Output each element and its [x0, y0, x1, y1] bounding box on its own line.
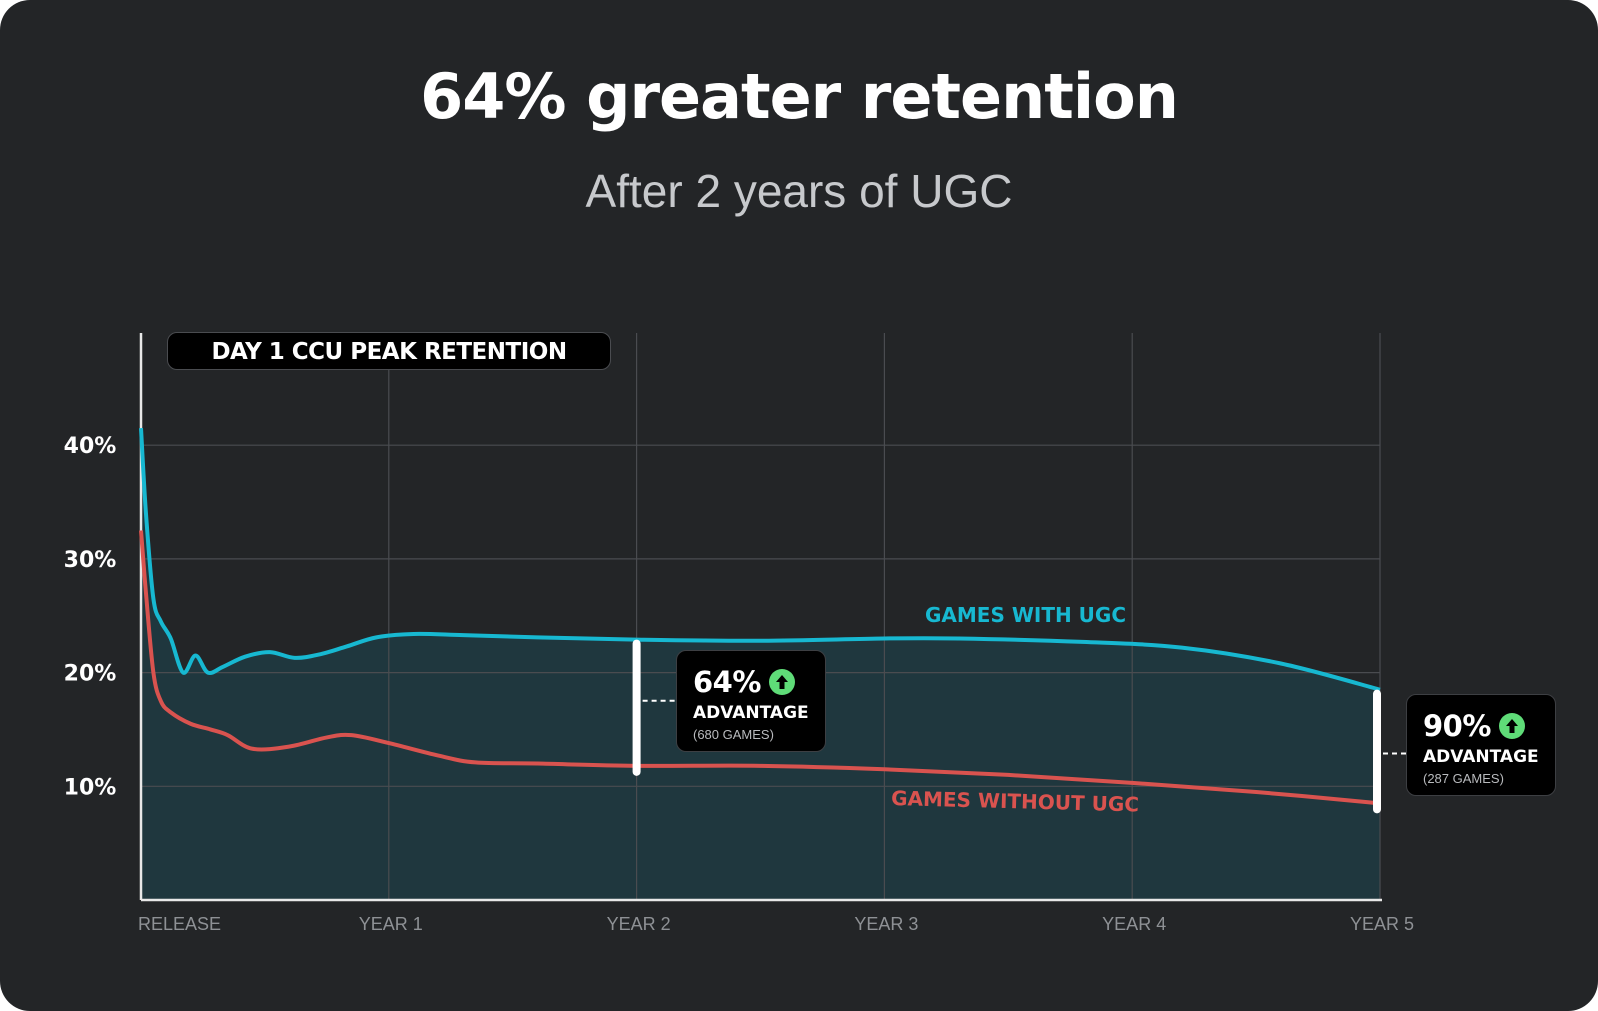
series-label-with-ugc: GAMES WITH UGC	[925, 603, 1126, 627]
advantage-callout-year-5: 90% ADVANTAGE (287 GAMES)	[1406, 694, 1556, 796]
x-tick-label: YEAR 1	[359, 914, 423, 934]
chart-title-badge: DAY 1 CCU PEAK RETENTION	[167, 332, 611, 370]
x-tick-label: YEAR 3	[854, 914, 918, 934]
series-line-without-ugc	[139, 530, 1381, 806]
advantage-label: ADVANTAGE	[1423, 747, 1539, 767]
games-count: (680 GAMES)	[693, 727, 774, 742]
y-tick-label: 30%	[64, 548, 117, 573]
series-line-with-ugc	[139, 428, 1381, 692]
x-tick-label: YEAR 5	[1350, 914, 1414, 934]
page-subtitle: After 2 years of UGC	[585, 165, 1013, 217]
arrow-up-icon	[1498, 713, 1525, 739]
page-title: 64% greater retention	[420, 60, 1179, 133]
x-tick-label: YEAR 4	[1102, 914, 1166, 934]
advantage-percent: 64%	[693, 665, 761, 699]
advantage-label: ADVANTAGE	[693, 703, 809, 723]
x-tick-label: YEAR 2	[607, 914, 671, 934]
y-tick-label: 40%	[64, 434, 117, 459]
y-tick-label: 20%	[64, 662, 117, 687]
advantage-callout-year-2: 64% ADVANTAGE (680 GAMES)	[676, 650, 826, 752]
games-count: (287 GAMES)	[1423, 771, 1504, 786]
advantage-percent: 90%	[1423, 709, 1491, 743]
arrow-up-icon	[768, 669, 795, 695]
y-tick-label: 10%	[64, 775, 117, 800]
x-tick-label: RELEASE	[138, 914, 221, 934]
